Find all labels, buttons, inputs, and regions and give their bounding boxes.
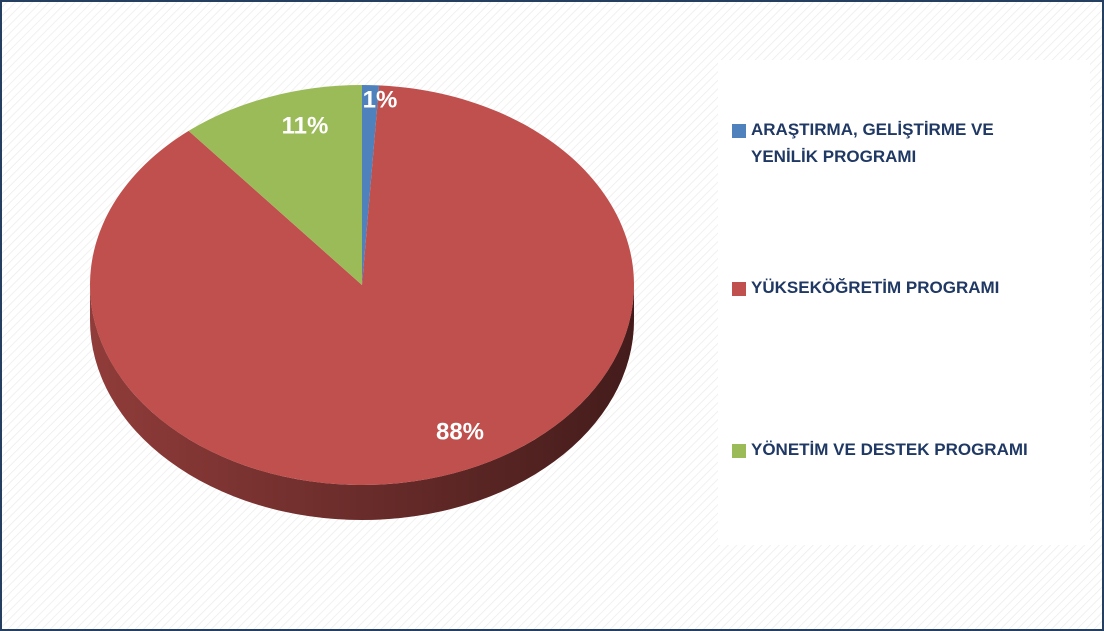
legend-swatch xyxy=(732,124,746,138)
legend-label: YÜKSEKÖĞRETİM PROGRAMI xyxy=(751,278,1000,297)
legend-label: ARAŞTIRMA, GELİŞTİRME VE YENİLİK PROGRAM… xyxy=(751,120,994,166)
legend-item: YÜKSEKÖĞRETİM PROGRAMI xyxy=(732,278,1091,301)
legend-label: YÖNETİM VE DESTEK PROGRAMI xyxy=(751,440,1028,459)
legend-item: YÖNETİM VE DESTEK PROGRAMI xyxy=(732,440,1101,463)
slice xyxy=(90,85,635,485)
slice xyxy=(188,85,362,285)
legend-swatch xyxy=(732,444,746,458)
data-label: 1% xyxy=(363,86,398,113)
data-label: 11% xyxy=(282,112,329,139)
legend: ARAŞTIRMA, GELİŞTİRME VE YENİLİK PROGRAM… xyxy=(718,60,1090,545)
legend-swatch xyxy=(732,282,746,296)
slice xyxy=(362,85,380,285)
data-label: 88% xyxy=(436,418,484,445)
pie: 1% 88% 11% xyxy=(90,85,635,520)
legend-item: ARAŞTIRMA, GELİŞTİRME VE YENİLİK PROGRAM… xyxy=(732,120,1051,170)
slice-side-shade xyxy=(90,285,634,520)
